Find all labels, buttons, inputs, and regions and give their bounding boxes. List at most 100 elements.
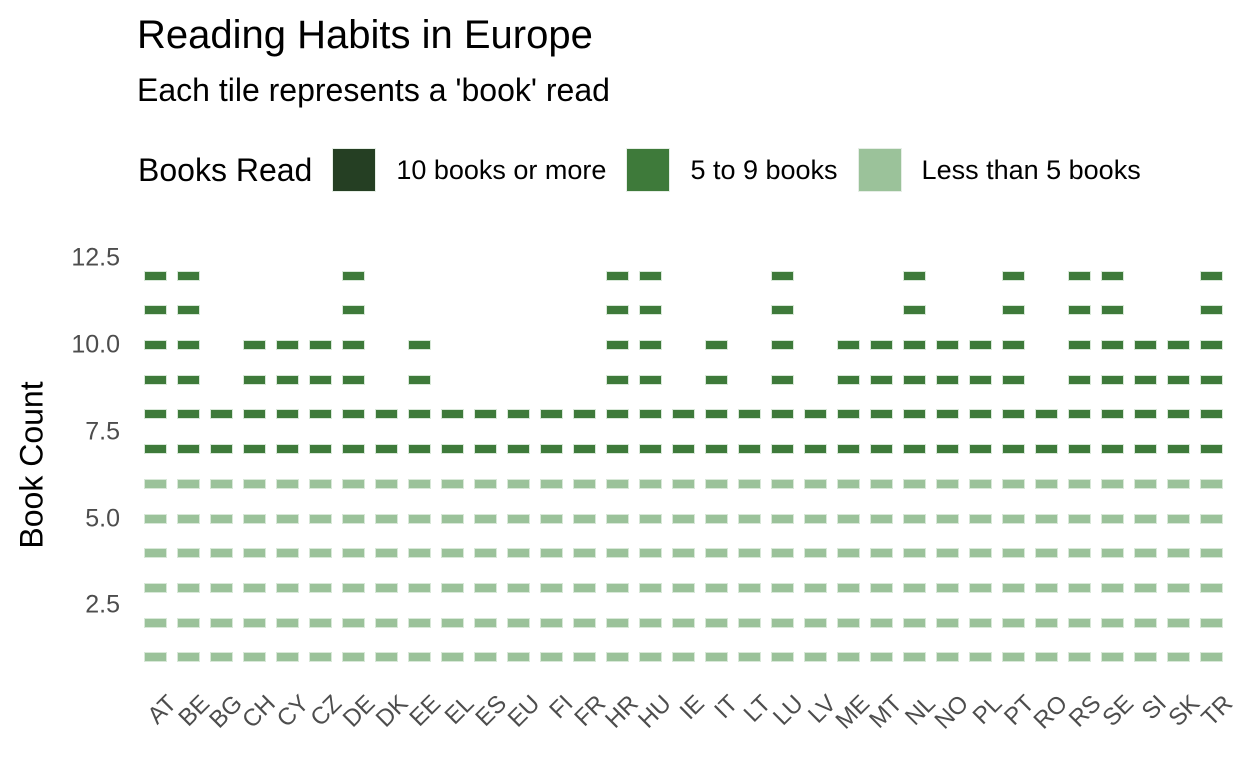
tile: [506, 548, 530, 559]
tile: [836, 409, 860, 420]
tile: [374, 513, 398, 524]
tile: [143, 652, 167, 663]
tile: [803, 409, 827, 420]
tile: [968, 374, 992, 385]
tile: [473, 582, 497, 593]
tile: [1100, 652, 1124, 663]
tile: [935, 617, 959, 628]
tile: [407, 340, 431, 350]
tile: [407, 548, 431, 559]
legend-label: 5 to 9 books: [690, 154, 838, 185]
tile: [968, 444, 992, 455]
tile: [539, 548, 563, 559]
tile: [143, 478, 167, 489]
tile: [869, 617, 893, 628]
tile: [869, 652, 893, 663]
tile: [836, 548, 860, 559]
tile: [605, 617, 629, 628]
tile: [341, 340, 365, 350]
tile: [902, 617, 926, 628]
tile: [737, 478, 761, 489]
legend: Books Read 10 books or more 5 to 9 books…: [138, 147, 1161, 193]
tile: [143, 582, 167, 593]
tile: [1001, 270, 1025, 281]
tile: [1067, 548, 1091, 559]
tile: [770, 548, 794, 559]
tile: [572, 444, 596, 455]
tile: [275, 340, 299, 350]
tile: [242, 548, 266, 559]
tile: [572, 582, 596, 593]
tile: [407, 374, 431, 385]
tile: [1034, 548, 1058, 559]
tile: [440, 652, 464, 663]
tile: [1199, 652, 1223, 663]
tile: [770, 444, 794, 455]
legend-label: 10 books or more: [396, 154, 607, 185]
tile: [638, 513, 662, 524]
tile: [473, 478, 497, 489]
tile: [473, 548, 497, 559]
tile: [242, 444, 266, 455]
tile: [638, 582, 662, 593]
tile: [1100, 617, 1124, 628]
tile: [308, 409, 332, 420]
tile: [1100, 478, 1124, 489]
tile: [704, 478, 728, 489]
tile: [275, 478, 299, 489]
tile: [440, 582, 464, 593]
tile: [704, 548, 728, 559]
tile: [605, 340, 629, 350]
tile: [473, 444, 497, 455]
tile: [506, 652, 530, 663]
tile: [407, 617, 431, 628]
tile: [176, 305, 200, 316]
tile: [143, 617, 167, 628]
tile: [242, 374, 266, 385]
y-tick-label: 12.5: [71, 243, 120, 272]
tile: [638, 374, 662, 385]
tile: [935, 340, 959, 350]
tile: [737, 513, 761, 524]
tile: [1199, 340, 1223, 350]
tile: [902, 305, 926, 316]
tile: [308, 444, 332, 455]
tile: [902, 513, 926, 524]
tile: [1100, 270, 1124, 281]
tile: [902, 444, 926, 455]
tile: [1067, 444, 1091, 455]
tile: [374, 478, 398, 489]
tile: [1133, 617, 1157, 628]
tile: [143, 513, 167, 524]
tile: [1199, 374, 1223, 385]
tile: [209, 513, 233, 524]
tile: [968, 513, 992, 524]
tile: [275, 652, 299, 663]
tile: [605, 513, 629, 524]
tile: [836, 652, 860, 663]
tile: [803, 617, 827, 628]
tile: [737, 548, 761, 559]
tile: [1166, 444, 1190, 455]
tile: [869, 582, 893, 593]
tile: [242, 340, 266, 350]
tile: [1034, 444, 1058, 455]
tile: [539, 652, 563, 663]
tile: [1199, 270, 1223, 281]
tile: [1133, 444, 1157, 455]
tile: [968, 548, 992, 559]
tile: [1067, 270, 1091, 281]
tile: [902, 652, 926, 663]
legend-item-5-to-9: 5 to 9 books: [626, 148, 838, 192]
tile: [1067, 617, 1091, 628]
tile: [1067, 652, 1091, 663]
tile: [209, 652, 233, 663]
tile: [605, 270, 629, 281]
tile: [671, 409, 695, 420]
tile: [1199, 548, 1223, 559]
tile: [374, 409, 398, 420]
tile: [440, 478, 464, 489]
tile: [341, 270, 365, 281]
tile: [1100, 409, 1124, 420]
tile: [209, 548, 233, 559]
